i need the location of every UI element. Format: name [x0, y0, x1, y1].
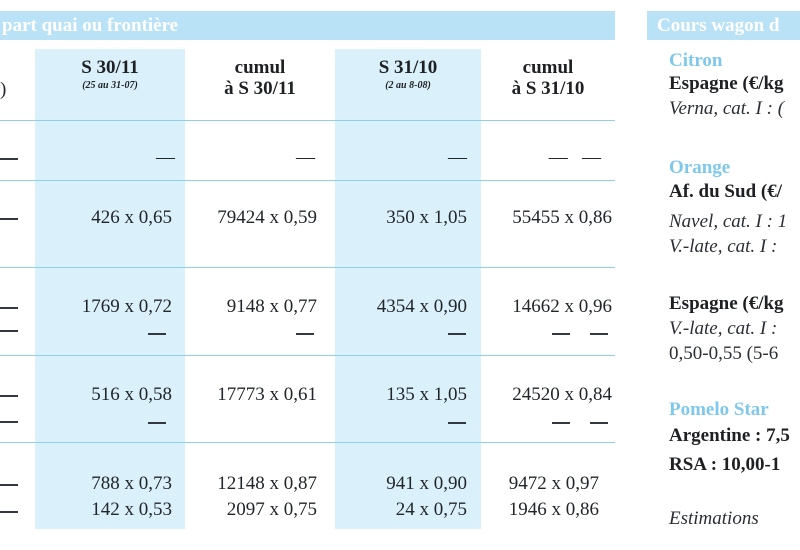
row-divider	[0, 120, 615, 121]
dash-mark	[448, 422, 466, 424]
table-cell: — —	[548, 147, 601, 168]
dash-mark	[0, 158, 18, 160]
column-header-s30: S 30/11 (25 au 31-07)	[35, 57, 185, 94]
wagon-prices-panel: Cours wagon d Citron Espagne (€/kg Verna…	[647, 0, 800, 550]
table-cell: 14662 x 0,96	[512, 296, 612, 317]
fruit-label-orange: Orange	[669, 157, 731, 178]
column-title: cumul	[234, 57, 286, 78]
column-subtitle: (25 au 31-07)	[82, 80, 138, 91]
dash-mark	[448, 333, 466, 335]
table-header-title: part quai ou frontière	[2, 15, 179, 36]
table-cell: 17773 x 0,61	[217, 384, 317, 405]
table-cell: 1769 x 0,72	[81, 296, 172, 317]
column-header-cumul-s30: cumul à S 30/11	[185, 57, 335, 99]
dash-mark	[0, 511, 18, 513]
table-cell: 9148 x 0,77	[226, 296, 317, 317]
fruit-label-pomelo: Pomelo Star	[669, 399, 769, 420]
dash-mark	[552, 422, 570, 424]
table-cell: 12148 x 0,87	[217, 473, 317, 494]
column-subtitle: à S 30/11	[224, 78, 296, 99]
row-divider	[0, 442, 615, 443]
table-cell: —	[156, 147, 175, 168]
row-divider	[0, 180, 615, 181]
country-line: Espagne (€/kg	[669, 73, 784, 94]
table-cell: 142 x 0,53	[91, 499, 172, 520]
table-cell: —	[448, 147, 467, 168]
fruit-label-citron: Citron	[669, 50, 723, 71]
variety-line: V.-late, cat. I :	[669, 236, 778, 257]
price-table: part quai ou frontière ) S 30/11 (25 au …	[0, 11, 615, 529]
table-cell: 135 x 1,05	[386, 384, 467, 405]
dash-mark	[0, 395, 18, 397]
table-cell: 516 x 0,58	[91, 384, 172, 405]
side-header-title: Cours wagon d	[657, 15, 780, 36]
dash-mark	[0, 307, 18, 309]
country-line: Af. du Sud (€/	[669, 181, 782, 202]
column-title: S 30/11	[81, 57, 139, 78]
partial-column-header: )	[0, 79, 7, 100]
country-line: Espagne (€/kg	[669, 293, 784, 314]
country-price-line: RSA : 10,00-1	[669, 454, 781, 475]
column-header-cumul-s31: cumul à S 31/10	[481, 57, 615, 99]
table-cell: 350 x 1,05	[386, 207, 467, 228]
column-subtitle: (2 au 8-08)	[385, 80, 431, 91]
price-line: 0,50-0,55 (5-6	[669, 343, 779, 364]
table-cell: 4354 x 0,90	[376, 296, 467, 317]
table-cell: 941 x 0,90	[386, 473, 467, 494]
dash-mark	[148, 422, 166, 424]
column-title: S 31/10	[378, 57, 438, 78]
highlight-column-s30	[35, 49, 185, 529]
dash-mark	[590, 333, 608, 335]
estimations-note: Estimations	[669, 508, 759, 529]
table-cell: 2097 x 0,75	[226, 499, 317, 520]
row-divider	[0, 267, 615, 268]
country-price-line: Argentine : 7,5	[669, 425, 790, 446]
table-cell: 79424 x 0,59	[217, 207, 317, 228]
dash-mark	[0, 421, 18, 423]
table-cell: 24520 x 0,84	[512, 384, 612, 405]
dash-mark	[552, 333, 570, 335]
column-header-s31: S 31/10 (2 au 8-08)	[335, 57, 481, 94]
table-cell: —	[296, 147, 315, 168]
variety-line: Verna, cat. I : (	[669, 98, 785, 119]
dash-mark	[296, 333, 314, 335]
dash-mark	[0, 330, 18, 332]
dash-mark	[590, 422, 608, 424]
variety-line: Navel, cat. I : 1	[669, 211, 788, 232]
column-subtitle: à S 31/10	[511, 78, 585, 99]
table-cell: 55455 x 0,86	[512, 207, 612, 228]
table-cell: 24 x 0,75	[395, 499, 467, 520]
table-cell: 426 x 0,65	[91, 207, 172, 228]
variety-line: V.-late, cat. I :	[669, 318, 778, 339]
column-title: cumul	[522, 57, 574, 78]
table-header-bar: part quai ou frontière	[0, 11, 615, 40]
dash-mark	[0, 218, 18, 220]
highlight-column-s31	[335, 49, 481, 529]
table-cell: 1946 x 0,86	[508, 499, 599, 520]
table-cell: 788 x 0,73	[91, 473, 172, 494]
row-divider	[0, 355, 615, 356]
dash-mark	[0, 484, 18, 486]
dash-mark	[148, 333, 166, 335]
table-cell: 9472 x 0,97	[508, 473, 599, 494]
side-header-bar: Cours wagon d	[647, 11, 800, 40]
